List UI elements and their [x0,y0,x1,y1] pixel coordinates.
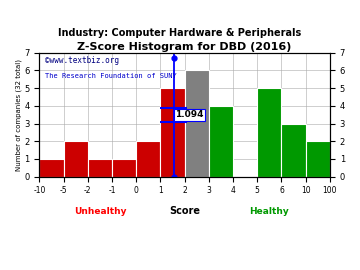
Bar [64,141,88,177]
Text: Industry: Computer Hardware & Peripherals: Industry: Computer Hardware & Peripheral… [58,28,302,38]
Bar [257,88,282,177]
Bar [88,159,112,177]
X-axis label: Score: Score [169,207,200,217]
Text: Unhealthy: Unhealthy [74,207,126,216]
Bar [185,70,209,177]
Bar [136,141,161,177]
Text: Healthy: Healthy [249,207,289,216]
Title: Z-Score Histogram for DBD (2016): Z-Score Histogram for DBD (2016) [77,42,292,52]
Text: 1.094: 1.094 [175,110,203,119]
Bar [306,141,330,177]
Text: ©www.textbiz.org: ©www.textbiz.org [45,56,119,66]
Bar [112,159,136,177]
Bar [39,159,64,177]
Bar [209,106,233,177]
Text: The Research Foundation of SUNY: The Research Foundation of SUNY [45,73,177,79]
Bar [161,88,185,177]
Y-axis label: Number of companies (32 total): Number of companies (32 total) [15,59,22,171]
Bar [282,124,306,177]
